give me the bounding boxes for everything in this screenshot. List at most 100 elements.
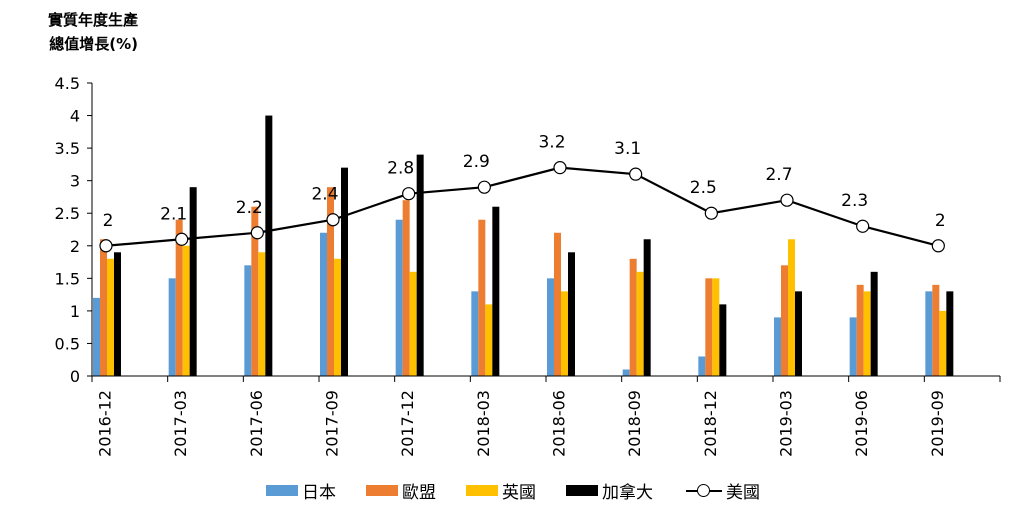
- line-point-2017-12: [402, 187, 416, 201]
- bar-4-2016-12: [114, 252, 121, 376]
- bar-4-2018-09: [643, 239, 651, 376]
- line-point-2018-06: [553, 161, 567, 175]
- bar-3-2017-03: [182, 245, 190, 376]
- y-tick-label: 1.5: [55, 269, 80, 288]
- legend-label-japan: 日本: [302, 483, 336, 503]
- data-label-2018-06: 3.2: [538, 133, 565, 153]
- bar-1-2017-06: [244, 265, 252, 376]
- line-point-2018-03: [477, 180, 491, 194]
- bar-3-2018-12: [712, 278, 720, 376]
- data-label-2018-03: 2.9: [463, 152, 490, 172]
- y-tick-label: 2: [70, 237, 80, 256]
- legend-swatch-canada: [566, 485, 598, 496]
- bar-3-2019-03: [788, 239, 795, 376]
- bar-2-2017-12: [402, 200, 410, 376]
- bar-2-2017-03: [175, 219, 183, 376]
- legend-item-uk: 英國: [466, 478, 536, 503]
- legend-swatch-japan: [266, 485, 298, 496]
- line-point-2017-03: [175, 232, 189, 246]
- data-label-2016-12: 2: [103, 211, 114, 231]
- bar-1-2017-03: [168, 278, 176, 376]
- data-label-2018-12: 2.5: [690, 178, 717, 198]
- bar-2-2017-06: [251, 206, 259, 376]
- bar-3-2017-06: [258, 252, 266, 376]
- bar-4-2018-03: [492, 206, 500, 376]
- bar-1-2017-09: [320, 232, 327, 376]
- y-axis-title-line-2: 總值增長(%): [49, 35, 138, 53]
- bar-1-2018-03: [471, 291, 479, 376]
- bar-2-2018-03: [478, 219, 486, 376]
- bar-1-2019-06: [849, 317, 857, 376]
- bar-1-2018-12: [698, 356, 706, 376]
- data-label-2017-09: 2.4: [311, 185, 338, 205]
- bar-2-2018-06: [554, 232, 561, 376]
- x-tick-label: 2019-09: [928, 390, 947, 457]
- legend-item-eu: 歐盟: [366, 478, 436, 503]
- bar-2-2018-09: [629, 258, 637, 376]
- legend-item-usa: 美國: [686, 478, 760, 503]
- bar-3-2018-06: [561, 291, 568, 376]
- y-tick-label: 1: [70, 302, 80, 321]
- bar-1-2019-03: [774, 317, 781, 376]
- legend-line-usa: [686, 480, 722, 502]
- bar-2-2019-06: [856, 284, 864, 376]
- bar-2-2017-09: [327, 187, 334, 376]
- legend-item-japan: 日本: [266, 478, 336, 503]
- bar-1-2019-09: [925, 291, 933, 376]
- line-point-2016-12: [99, 239, 113, 253]
- x-tick-label: 2018-03: [474, 390, 493, 457]
- x-tick-label: 2018-12: [701, 390, 720, 457]
- chart-canvas: 0 0.5 1 1.5 2 2.5 3 3.5 4 4.5 2016-12 2017-03 2017-0…: [55, 74, 1001, 457]
- line-point-2019-03: [780, 193, 794, 207]
- bar-2-2019-09: [932, 284, 940, 376]
- y-tick-label: 4: [70, 107, 80, 126]
- legend-label-usa: 美國: [726, 483, 760, 503]
- legend-swatch-uk: [466, 485, 498, 496]
- data-label-2017-03: 2.1: [160, 204, 187, 224]
- y-tick-label: 4.5: [55, 74, 80, 93]
- legend-label-eu: 歐盟: [402, 483, 436, 503]
- x-tick-label: 2017-09: [323, 390, 342, 457]
- x-tick-label: 2016-12: [96, 390, 115, 457]
- data-label-2017-12: 2.8: [387, 159, 414, 179]
- bar-4-2019-06: [870, 271, 878, 376]
- y-tick-label: 0.5: [55, 334, 80, 353]
- y-tick-label: 2.5: [55, 204, 80, 223]
- bar-1-2018-06: [547, 278, 554, 376]
- line-point-2017-09: [326, 213, 340, 227]
- x-tick-label: 2018-09: [625, 390, 644, 457]
- data-label-2019-06: 2.3: [841, 191, 868, 211]
- bar-4-2018-12: [719, 304, 727, 376]
- bar-1-2018-09: [622, 369, 630, 376]
- bar-4-2017-09: [341, 167, 348, 376]
- bar-4-2018-06: [568, 252, 575, 376]
- legend-swatch-eu: [366, 485, 398, 496]
- data-label-2019-03: 2.7: [765, 165, 792, 185]
- bar-3-2018-09: [636, 271, 644, 376]
- line-series-usa: [105, 166, 939, 247]
- bar-4-2019-09: [946, 291, 954, 376]
- x-tick-label: 2019-06: [852, 390, 871, 457]
- line-point-2018-12: [704, 206, 718, 220]
- bar-4-2019-03: [795, 291, 802, 376]
- bar-2-2018-12: [705, 278, 713, 376]
- bar-3-2018-03: [485, 304, 493, 376]
- y-tick-label: 3: [70, 172, 80, 191]
- bar-2-2016-12: [100, 239, 107, 376]
- bar-3-2017-09: [334, 258, 341, 376]
- data-label-2019-09: 2: [935, 211, 946, 231]
- line-point-2018-09: [629, 167, 643, 181]
- bar-3-2019-06: [863, 291, 871, 376]
- bar-3-2016-12: [107, 258, 114, 376]
- x-tick-label: 2017-06: [247, 390, 266, 457]
- data-label-2018-09: 3.1: [614, 139, 641, 159]
- line-point-2019-06: [856, 219, 870, 233]
- x-tick-label: 2017-03: [171, 390, 190, 457]
- y-tick-label: 3.5: [55, 139, 80, 158]
- bar-4-2017-03: [189, 187, 197, 376]
- legend-label-canada: 加拿大: [602, 483, 653, 503]
- x-tick-label: 2019-03: [777, 390, 796, 457]
- legend: 日本 歐盟 英國 加拿大 美國: [0, 478, 1024, 503]
- line-point-2019-09: [931, 239, 945, 253]
- bar-4-2017-12: [416, 154, 424, 376]
